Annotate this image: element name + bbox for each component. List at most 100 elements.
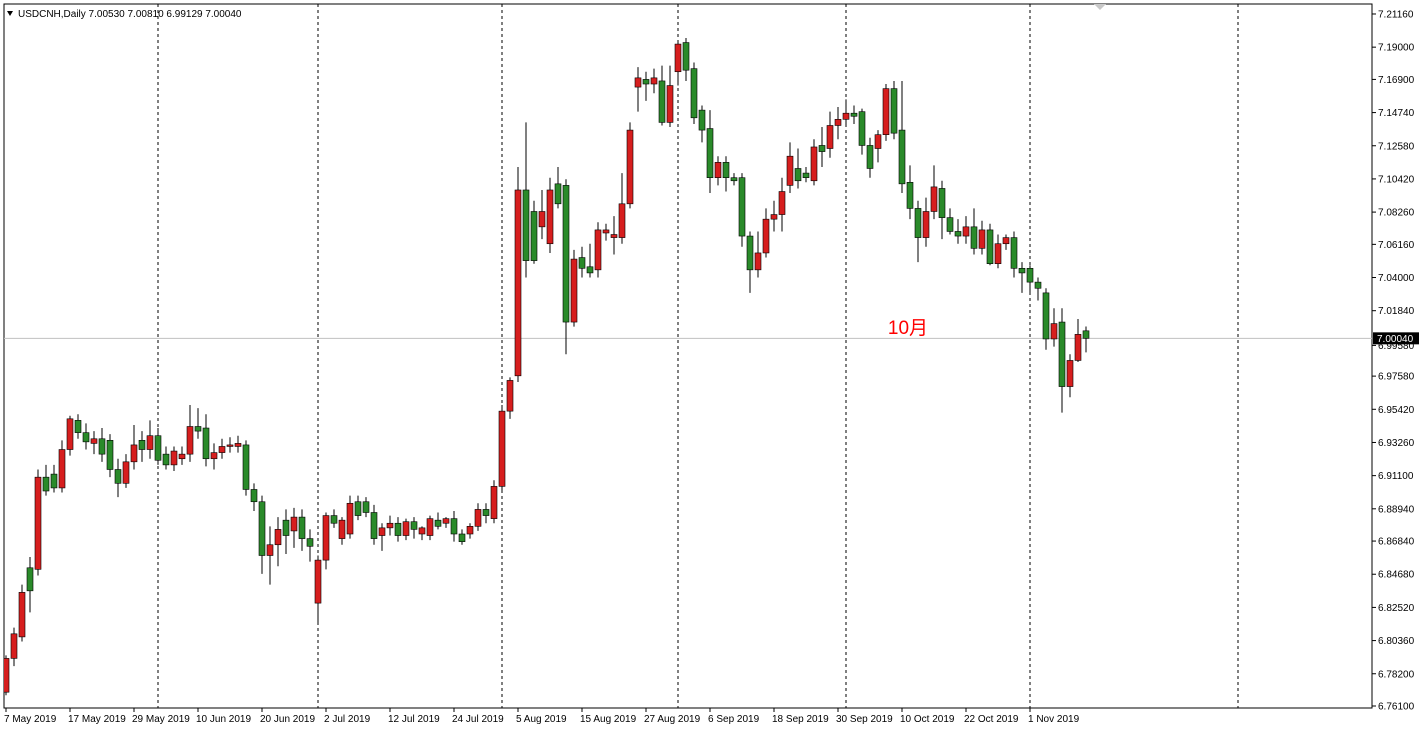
candle-body	[362, 501, 370, 513]
x-tick-label: 27 Aug 2019	[644, 714, 701, 725]
candle-body	[242, 444, 250, 490]
candle-body	[986, 229, 994, 264]
candle-body	[1082, 330, 1090, 339]
candle-body	[554, 183, 562, 205]
y-tick-label: 7.08260	[1378, 208, 1415, 219]
chart-title: USDCNH,Daily 7.00530 7.00810 6.99129 7.0…	[18, 9, 242, 20]
candle-body	[1018, 268, 1026, 274]
candle-body	[754, 252, 762, 271]
y-tick-label: 7.14740	[1378, 108, 1415, 119]
x-tick-label: 30 Sep 2019	[836, 714, 893, 725]
y-tick-label: 7.19000	[1378, 43, 1415, 54]
candle-body	[634, 77, 642, 88]
candle-body	[546, 189, 554, 245]
candle-body	[1034, 281, 1042, 289]
candle-body	[618, 203, 626, 238]
candle-body	[522, 189, 530, 261]
y-tick-label: 6.86840	[1378, 537, 1415, 548]
x-tick-label: 18 Sep 2019	[772, 714, 829, 725]
candle-body	[282, 519, 290, 536]
y-tick-label: 6.84680	[1378, 570, 1415, 581]
candle-body	[538, 211, 546, 228]
y-tick-label: 6.88940	[1378, 504, 1415, 515]
y-tick-label: 7.10420	[1378, 174, 1415, 185]
candle-body	[882, 88, 890, 135]
candle-body	[426, 518, 434, 536]
candle-body	[762, 218, 770, 254]
candle-body	[138, 440, 146, 450]
candle-body	[794, 168, 802, 182]
candle-body	[162, 453, 170, 466]
candle-body	[290, 516, 298, 532]
candle-body	[378, 527, 386, 536]
candle-body	[4, 658, 10, 693]
candle-body	[490, 486, 498, 519]
current-price-label: 7.00040	[1377, 334, 1414, 345]
candle-body	[626, 129, 634, 205]
candle-body	[90, 438, 98, 444]
candle-body	[770, 214, 778, 220]
candle-body	[786, 155, 794, 186]
candle-body	[890, 88, 898, 134]
candle-body	[234, 443, 242, 447]
menu-arrow[interactable]	[7, 11, 13, 16]
x-tick-label: 1 Nov 2019	[1028, 714, 1080, 725]
y-tick-label: 6.93260	[1378, 438, 1415, 449]
candle-body	[178, 453, 186, 460]
candle-body	[1066, 360, 1074, 387]
candle-body	[194, 426, 202, 432]
candle-body	[146, 435, 154, 450]
candle-body	[130, 444, 138, 463]
candle-body	[674, 43, 682, 73]
x-tick-label: 10 Jun 2019	[196, 714, 251, 725]
candle-body	[874, 134, 882, 149]
candle-body	[330, 515, 338, 524]
candle-body	[834, 119, 842, 126]
candle-body	[514, 189, 522, 377]
candle-body	[978, 229, 986, 249]
candle-body	[642, 79, 650, 85]
candle-body	[458, 533, 466, 542]
candle-body	[418, 527, 426, 535]
candle-body	[26, 567, 34, 592]
y-tick-label: 7.16900	[1378, 75, 1415, 86]
candle-body	[898, 129, 906, 185]
candle-body	[114, 469, 122, 484]
candle-body	[594, 229, 602, 271]
candle-body	[386, 522, 394, 529]
candle-body	[778, 191, 786, 215]
candle-body	[314, 559, 322, 604]
candle-body	[202, 427, 210, 460]
candle-body	[842, 112, 850, 120]
y-tick-label: 7.06160	[1378, 240, 1415, 251]
candle-body	[1010, 237, 1018, 269]
candle-body	[690, 68, 698, 119]
candle-body	[1002, 237, 1010, 245]
candle-body	[1026, 268, 1034, 283]
candle-body	[218, 446, 226, 453]
candle-body	[466, 526, 474, 535]
y-tick-label: 7.12580	[1378, 141, 1415, 152]
candle-body	[1050, 323, 1058, 340]
candle-body	[322, 515, 330, 561]
x-tick-label: 7 May 2019	[4, 714, 57, 725]
candle-body	[338, 519, 346, 539]
candle-body	[482, 509, 490, 516]
candle-body	[66, 418, 74, 450]
candle-body	[506, 380, 514, 412]
candle-body	[154, 435, 162, 461]
candle-body	[394, 522, 402, 536]
x-tick-label: 10 Oct 2019	[900, 714, 955, 725]
candle-body	[10, 633, 18, 659]
x-tick-label: 20 Jun 2019	[260, 714, 315, 725]
candle-body	[370, 512, 378, 539]
candle-body	[1074, 334, 1082, 361]
candle-body	[442, 518, 450, 524]
candle-body	[346, 502, 354, 535]
y-tick-label: 7.01840	[1378, 306, 1415, 317]
candle-body	[914, 208, 922, 238]
candle-body	[698, 109, 706, 131]
candle-body	[970, 226, 978, 249]
candle-body	[866, 145, 874, 169]
